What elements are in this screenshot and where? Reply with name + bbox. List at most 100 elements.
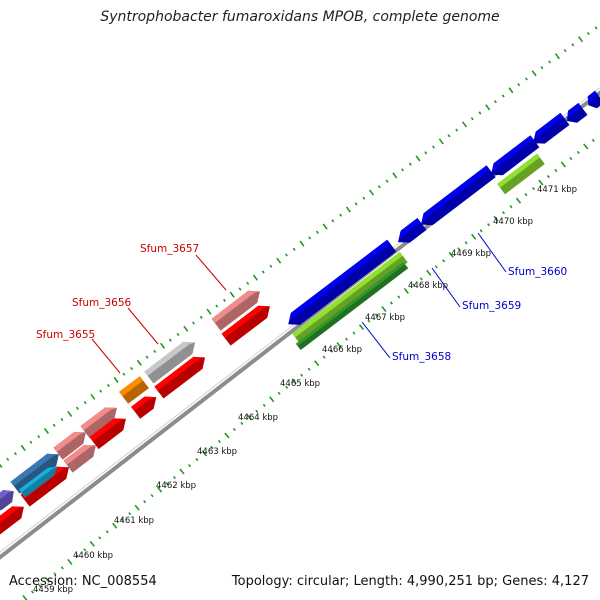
outer-track-tick	[238, 287, 242, 291]
outer-track-tick	[478, 111, 482, 115]
outer-track-tick	[401, 168, 405, 172]
inner-track-tick	[352, 331, 356, 335]
inner-track-tick	[224, 432, 230, 439]
outer-track-tick	[578, 36, 584, 43]
outer-track-tick	[29, 440, 33, 444]
inner-track-tick	[374, 313, 378, 317]
gene-label-Sfum_3657: Sfum_3657	[140, 243, 199, 255]
outer-track-tick	[362, 196, 366, 200]
outer-track-tick	[432, 145, 435, 149]
inner-track-tick	[397, 295, 401, 299]
gene-reverse-blue-4-face	[491, 135, 534, 175]
outer-track-tick	[99, 389, 103, 393]
inner-track-tick	[524, 193, 528, 197]
outer-track-tick	[136, 359, 142, 366]
outer-track-tick	[508, 87, 514, 94]
position-label: 4465 kbp	[280, 379, 320, 389]
gene-reverse-green-shadow	[292, 252, 408, 344]
outer-track-tick	[540, 66, 544, 70]
inner-track-tick	[30, 590, 34, 594]
outer-track-tick	[493, 100, 497, 104]
inner-track-tick	[300, 373, 304, 377]
inner-track-tick	[560, 161, 566, 168]
outer-track-tick	[470, 117, 474, 121]
position-label: 4462 kbp	[156, 481, 196, 491]
gene-forward-red-4-shadow	[89, 418, 126, 450]
inner-track-tick	[509, 205, 513, 209]
inner-track-tick	[389, 301, 393, 305]
gene-forward-light-3-face	[53, 431, 86, 452]
outer-track-tick	[153, 349, 157, 354]
gene-reverse-blue-4-shadow	[491, 135, 540, 176]
outer-track-tick	[586, 31, 590, 36]
outer-track-tick	[246, 281, 250, 285]
inner-track-tick	[232, 427, 236, 432]
gene-reverse-blue-2	[398, 218, 427, 243]
inner-track-tick	[381, 306, 387, 312]
outer-track-tick	[331, 219, 335, 223]
gene-reverse-blue-3-face	[421, 165, 490, 225]
outer-track-tick	[415, 155, 421, 162]
gene-forward-light-4-face	[63, 444, 96, 465]
gene-forward-red-2	[154, 356, 206, 399]
gene-label-Sfum_3656: Sfum_3656	[72, 297, 132, 309]
inner-track-tick	[134, 504, 140, 511]
outer-track-tick	[424, 151, 428, 155]
gene-reverse-blue-face	[288, 239, 391, 325]
inner-track-tick	[531, 186, 535, 191]
gene-forward-red-5-shadow	[20, 466, 69, 507]
outer-track-tick	[377, 185, 381, 189]
gene-forward-orange-face	[119, 376, 144, 397]
inner-track-tick	[240, 421, 244, 425]
gene-forward-light	[211, 290, 260, 331]
outer-track-tick	[176, 332, 180, 337]
outer-track-tick	[531, 70, 537, 77]
inner-track-tick	[367, 319, 371, 323]
inner-track-tick	[120, 518, 124, 522]
position-label: 4468 kbp	[408, 281, 448, 291]
gene-forward-red-face	[221, 305, 270, 338]
position-label: 4461 kbp	[114, 516, 154, 526]
inner-track-tick	[217, 439, 221, 444]
inner-track-tick	[471, 233, 477, 240]
inner-track-tick	[201, 450, 208, 457]
outer-track-tick	[369, 189, 375, 196]
gene-forward-red-2-shadow	[154, 356, 206, 399]
position-label: 4466 kbp	[322, 345, 362, 355]
position-label: 4471 kbp	[537, 185, 577, 195]
inner-track-tick	[187, 463, 192, 468]
inner-track-tick	[98, 536, 102, 540]
outer-track-tick	[408, 162, 412, 166]
gene-forward-purple	[0, 490, 14, 511]
outer-track-tick	[160, 342, 166, 349]
outer-track-tick	[501, 94, 505, 98]
outer-track-tick	[60, 417, 64, 422]
gene-forward-red-2-face	[154, 356, 206, 391]
inner-track-tick	[479, 229, 483, 233]
inner-track-tick	[112, 522, 118, 529]
gene-reverse-green	[292, 252, 408, 344]
gene-forward-orange-shadow	[119, 376, 149, 404]
outer-track-tick	[145, 355, 149, 359]
gene-reverse-blue-3-shadow	[421, 165, 496, 226]
gene-forward-light-3	[53, 431, 86, 460]
inner-track-tick	[105, 530, 109, 534]
outer-track-tick	[0, 463, 3, 469]
outer-track-tick	[199, 315, 203, 319]
gene-forward-light-face	[211, 290, 260, 323]
inner-track-tick	[60, 566, 64, 570]
gene-forward-cyan-shadow	[19, 466, 58, 498]
gene-reverse-green-face	[292, 252, 403, 338]
inner-track-tick	[173, 475, 177, 480]
inner-track-tick	[269, 396, 275, 403]
gene-reverse-blue-2-shadow	[398, 218, 427, 243]
gene-reverse-blue-5	[533, 112, 570, 144]
gene-reverse-dark-green-face	[295, 262, 406, 346]
outer-track-tick	[517, 83, 521, 87]
inner-track-tick	[330, 349, 334, 353]
gene-forward-steelblue-face	[10, 453, 59, 486]
gene-forward-red-4	[89, 418, 126, 450]
inner-track-tick	[554, 168, 558, 173]
inner-track-tick	[591, 138, 595, 143]
inner-track-tick	[44, 576, 51, 583]
